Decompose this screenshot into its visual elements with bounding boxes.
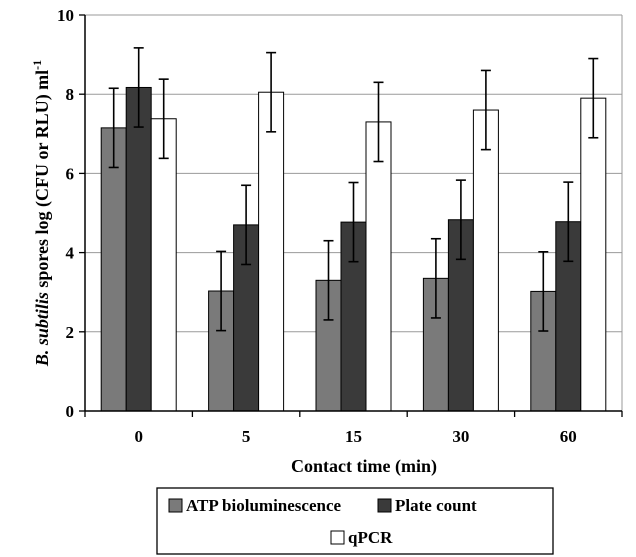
bar-qpcr — [365, 121, 392, 412]
error-bar — [158, 78, 169, 160]
legend-swatch — [330, 530, 345, 545]
error-bar — [455, 179, 466, 261]
error-bar — [241, 184, 252, 266]
legend-label: qPCR — [348, 528, 393, 547]
y-tick-label: 8 — [66, 85, 75, 104]
y-axis-title-main: spores log (CFU or RLU) ml — [32, 70, 53, 292]
bar-qpcr — [258, 91, 285, 412]
legend-swatch — [168, 498, 183, 513]
legend-label: Plate count — [395, 496, 477, 515]
error-bar — [108, 87, 119, 169]
error-bar — [348, 181, 359, 263]
y-axis-title-italic: B. subtilis — [32, 292, 52, 367]
error-bar — [133, 47, 144, 128]
y-axis-title-superscript: -1 — [30, 60, 44, 70]
error-bar — [216, 250, 227, 332]
error-bar — [266, 51, 277, 133]
x-tick-label: 15 — [345, 427, 362, 446]
legend-item: Plate count — [377, 496, 477, 515]
bar-qpcr — [580, 97, 607, 412]
error-bar — [323, 239, 334, 321]
error-bar — [480, 69, 491, 151]
error-bar — [563, 181, 574, 263]
x-axis-title: Contact time (min) — [291, 456, 437, 477]
error-bar — [430, 237, 441, 319]
bar-qpcr — [150, 118, 177, 412]
bar-qpcr — [472, 109, 499, 412]
y-tick-label: 10 — [57, 6, 74, 25]
y-tick-label: 4 — [66, 244, 75, 263]
error-bar — [373, 81, 384, 163]
x-tick-labels: 0 5 15 30 60 — [134, 427, 576, 446]
legend-label: ATP bioluminescence — [186, 496, 341, 515]
x-tick-label: 30 — [452, 427, 469, 446]
error-bar — [538, 251, 549, 332]
y-tick-label: 6 — [66, 164, 75, 183]
x-tick-label: 60 — [560, 427, 577, 446]
y-axis-title: B. subtilis spores log (CFU or RLU) ml-1 — [30, 60, 53, 367]
bar-plate-count — [125, 86, 152, 412]
legend-item: qPCR — [330, 528, 393, 547]
error-bars — [108, 47, 599, 332]
axes — [84, 15, 623, 417]
legend-box — [156, 487, 554, 555]
y-tick-labels: 0 2 4 6 8 10 — [57, 6, 75, 421]
y-tick-label: 2 — [66, 323, 75, 342]
legend-item: ATP bioluminescence — [168, 496, 341, 515]
x-tick-label: 0 — [134, 427, 143, 446]
legend-swatch — [377, 498, 392, 513]
bar-atp-bioluminescence — [100, 127, 127, 412]
bars — [100, 86, 607, 412]
error-bar — [588, 57, 599, 139]
x-tick-label: 5 — [242, 427, 251, 446]
y-tick-label: 0 — [66, 402, 75, 421]
